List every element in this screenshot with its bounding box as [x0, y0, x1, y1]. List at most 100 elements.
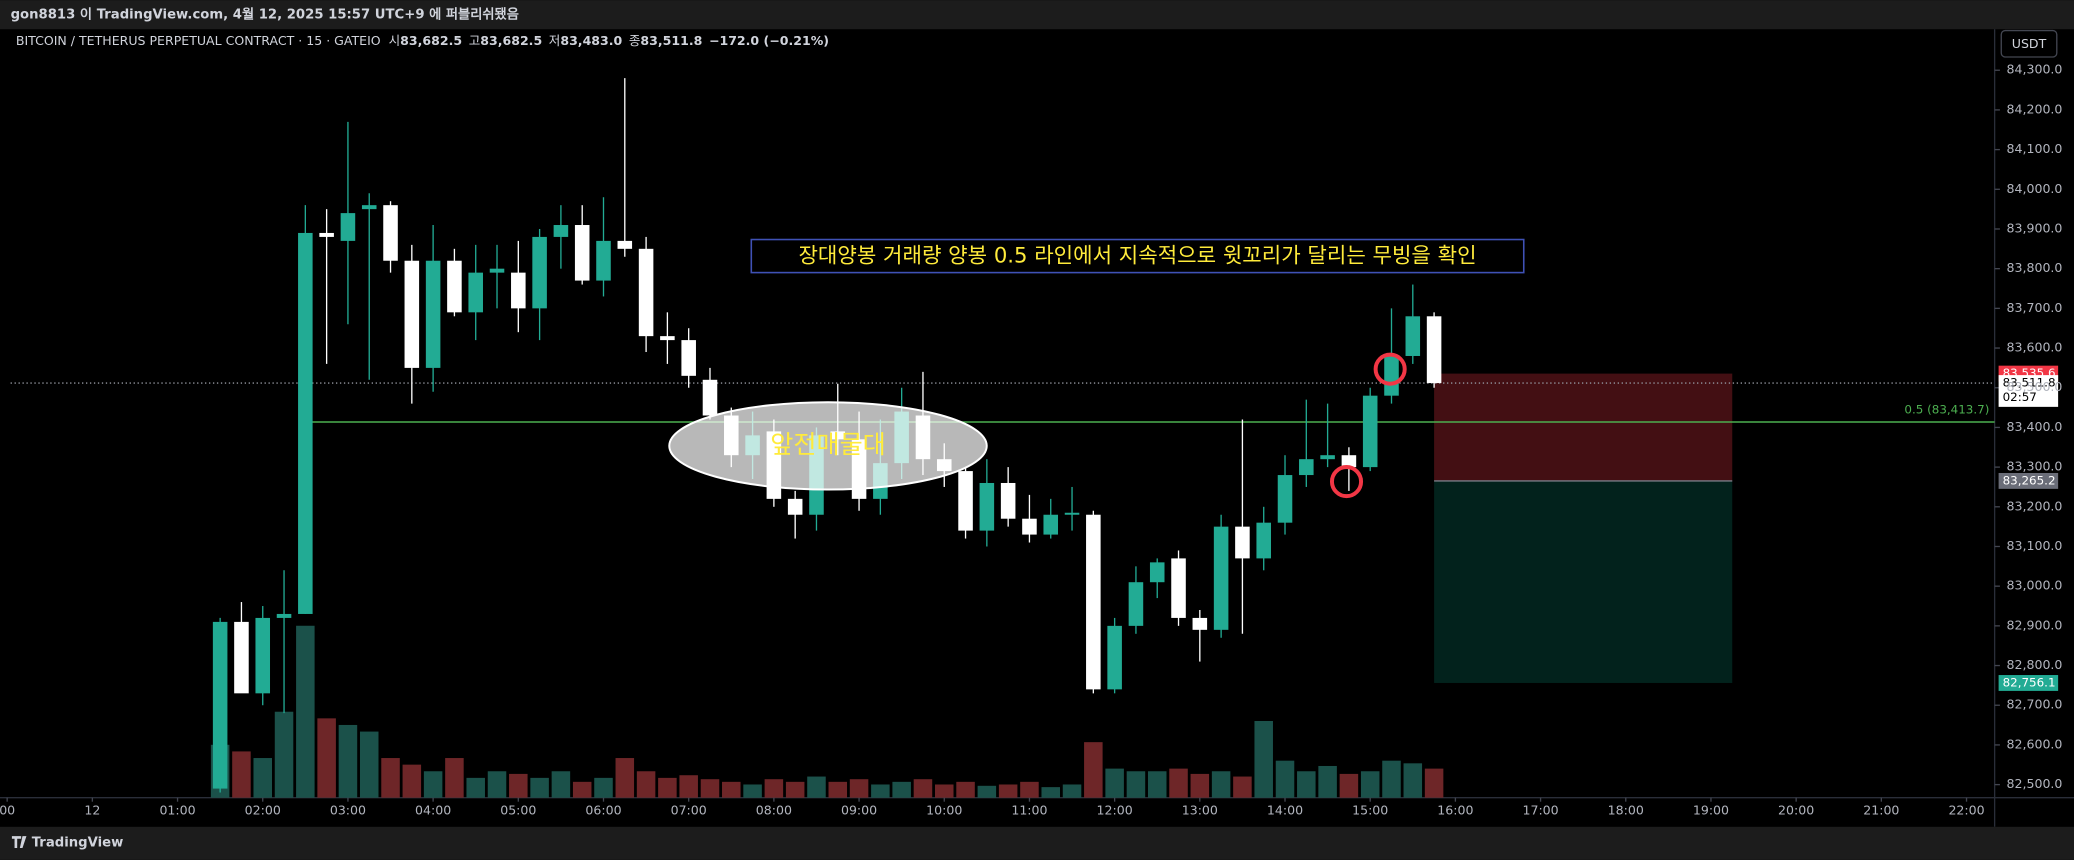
- candle-body: [1320, 455, 1335, 460]
- y-tick-label: 84,300.0: [2007, 62, 2063, 77]
- volume-bar: [658, 777, 677, 798]
- candle-body: [1000, 482, 1016, 519]
- candle-body: [361, 205, 377, 210]
- candle-body: [1086, 514, 1101, 690]
- volume-bar: [338, 724, 358, 798]
- candle-body: [1107, 625, 1122, 690]
- x-tick-label: 20:00: [1778, 802, 1814, 817]
- price-label-box: [1998, 675, 2059, 691]
- candle-body: [1022, 518, 1037, 535]
- price-label: 83,511.8: [2003, 376, 2056, 390]
- candle-body: [319, 232, 334, 237]
- candle-body: [255, 617, 271, 694]
- y-tick-label: 83,200.0: [2007, 498, 2063, 513]
- y-tick-label: 83,100.0: [2007, 538, 2063, 553]
- volume-bar: [572, 781, 592, 798]
- y-tick-label: 82,500.0: [2007, 776, 2063, 791]
- header-bar: [0, 0, 2074, 30]
- x-tick-label: 00: [0, 802, 15, 817]
- volume-bar: [913, 779, 933, 798]
- candle-body: [212, 621, 228, 789]
- price-countdown: 02:57: [2003, 390, 2037, 404]
- x-tick-label: 18:00: [1608, 802, 1644, 817]
- candle-body: [1426, 316, 1442, 384]
- volume-bar: [764, 779, 784, 798]
- candle-body: [1277, 475, 1293, 523]
- legend: BITCOIN / TETHERUS PERPETUAL CONTRACT · …: [16, 33, 829, 48]
- candle-body: [660, 336, 675, 341]
- footer-bar: [0, 826, 2074, 860]
- candle-body: [617, 240, 633, 249]
- y-tick-label: 84,000.0: [2007, 181, 2063, 196]
- volume-bar: [1254, 720, 1273, 798]
- volume-bar: [1318, 765, 1337, 798]
- x-tick-label: 21:00: [1863, 802, 1899, 817]
- candle-body: [1256, 522, 1271, 559]
- volume-bar: [1062, 784, 1082, 798]
- highlight-circle: [1373, 352, 1407, 386]
- volume-bar: [296, 625, 315, 798]
- x-tick-label: 07:00: [671, 802, 707, 817]
- candle-body: [298, 232, 313, 614]
- volume-bar: [1041, 787, 1061, 798]
- y-tick-label: 83,000.0: [2007, 578, 2063, 593]
- volume-bar: [1339, 773, 1359, 798]
- level-label: 0.5 (83,413.7): [1904, 403, 1989, 417]
- volume-bar: [1297, 771, 1316, 798]
- volume-bar: [232, 751, 251, 798]
- candle-body: [489, 268, 505, 273]
- x-tick-label: 01:00: [159, 802, 195, 817]
- volume-bar: [381, 758, 400, 798]
- y-tick-label: 82,700.0: [2007, 697, 2063, 712]
- volume-bar: [934, 784, 954, 798]
- candle-body: [553, 225, 569, 237]
- volume-bar: [700, 779, 720, 798]
- candle-body: [1362, 395, 1378, 468]
- price-label: 82,756.1: [2003, 675, 2056, 689]
- x-tick-label: 22:00: [1948, 802, 1984, 817]
- candle-body: [1043, 514, 1059, 535]
- x-tick-label: 19:00: [1693, 802, 1729, 817]
- x-tick-label: 12: [84, 802, 100, 817]
- volume-bar: [743, 784, 762, 798]
- candle-body: [468, 272, 483, 313]
- stop-zone: [1434, 373, 1733, 481]
- volume-bar: [1211, 771, 1231, 798]
- candle-body: [234, 621, 249, 694]
- volume-bar: [1084, 742, 1103, 798]
- y-tick-label: 84,100.0: [2007, 141, 2063, 156]
- candle-body: [1405, 316, 1421, 356]
- x-tick-label: 16:00: [1437, 802, 1473, 817]
- footer-brand: TradingView: [32, 836, 124, 851]
- x-tick-label: 13:00: [1182, 802, 1218, 817]
- high: 83,682.5: [480, 33, 542, 48]
- zone-text: 앞전매물대: [770, 430, 886, 459]
- candle-body: [1213, 526, 1229, 630]
- candle-body: [596, 240, 611, 281]
- currency[interactable]: USDT: [2012, 36, 2047, 51]
- x-tick-label: 03:00: [330, 802, 366, 817]
- y-tick-label: 83,600.0: [2007, 340, 2063, 355]
- zone-ellipse: [668, 401, 988, 491]
- candle-body: [1384, 355, 1399, 396]
- volume-bar: [551, 771, 571, 798]
- candle-body: [1341, 455, 1357, 468]
- volume-bar: [998, 784, 1018, 798]
- candle-body: [1192, 617, 1208, 630]
- high-label: 고: [469, 33, 481, 48]
- currency-button[interactable]: [2000, 29, 2058, 58]
- x-tick-label: 12:00: [1097, 802, 1133, 817]
- open: 83,682.5: [400, 33, 462, 48]
- candle-body: [1235, 526, 1250, 559]
- candle-body: [1064, 512, 1080, 515]
- volume-bar: [509, 773, 528, 798]
- volume-bar: [615, 758, 635, 798]
- candle-body: [532, 236, 547, 309]
- volume-bar: [871, 784, 890, 798]
- close-label: 종: [629, 33, 641, 48]
- candle-body: [1299, 459, 1314, 476]
- y-tick-label: 82,600.0: [2007, 736, 2063, 751]
- volume-bar: [1403, 763, 1423, 798]
